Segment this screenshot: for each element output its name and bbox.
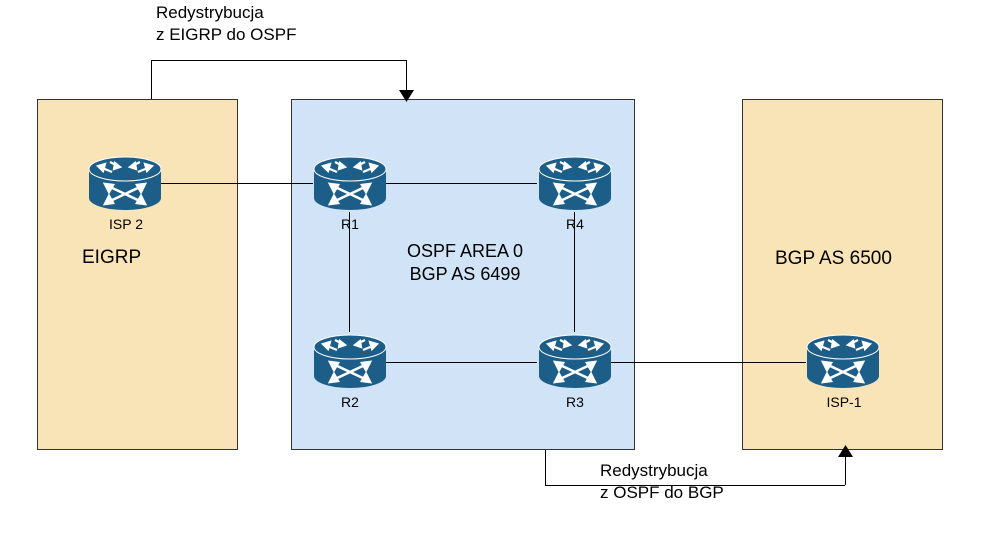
arrowhead-top: [399, 90, 414, 102]
link-r3-isp1: [610, 362, 806, 363]
protocol-eigrp-label: EIGRP: [82, 247, 141, 269]
router-r3-label: R3: [563, 394, 587, 410]
router-r1-label: R1: [338, 216, 362, 232]
link-isp2-r1: [161, 183, 313, 184]
router-icon: [806, 334, 880, 389]
arrow-top-h: [151, 60, 407, 61]
arrow-bot-v1: [545, 450, 546, 485]
area-label: OSPF AREA 0 BGP AS 6499: [400, 240, 530, 287]
router-r3: [538, 334, 612, 389]
ospf-area-line1: OSPF AREA 0: [407, 241, 523, 261]
arrow-bot-v2: [845, 455, 846, 485]
annotation-top-line2: z EIGRP do OSPF: [156, 25, 296, 44]
router-r2-label: R2: [338, 394, 362, 410]
link-r1-r4: [385, 183, 537, 184]
router-icon: [538, 156, 612, 211]
router-icon: [88, 156, 162, 211]
ospf-area-line2: BGP AS 6499: [410, 264, 521, 284]
box-eigrp: [37, 99, 238, 450]
protocol-bgp-label: BGP AS 6500: [775, 248, 892, 270]
annotation-top: Redystrybucja z EIGRP do OSPF: [156, 2, 296, 46]
annotation-top-line1: Redystrybucja: [156, 3, 264, 22]
router-r4: [538, 156, 612, 211]
arrow-top-v2: [406, 60, 407, 94]
router-r1: [313, 156, 387, 211]
arrowhead-bottom: [838, 445, 853, 457]
router-icon: [538, 334, 612, 389]
link-r2-r3: [385, 362, 537, 363]
arrow-top-v1: [151, 60, 152, 99]
router-icon: [313, 156, 387, 211]
router-isp1-label: ISP-1: [822, 394, 866, 410]
annotation-bottom-line1: Redystrybucja: [600, 461, 708, 480]
router-isp2-label: ISP 2: [106, 216, 146, 232]
router-isp2: [88, 156, 162, 211]
router-icon: [313, 334, 387, 389]
annotation-bottom: Redystrybucja z OSPF do BGP: [600, 460, 724, 504]
router-r4-label: R4: [563, 216, 587, 232]
router-r2: [313, 334, 387, 389]
router-isp1: [806, 334, 880, 389]
annotation-bottom-line2: z OSPF do BGP: [600, 483, 724, 502]
